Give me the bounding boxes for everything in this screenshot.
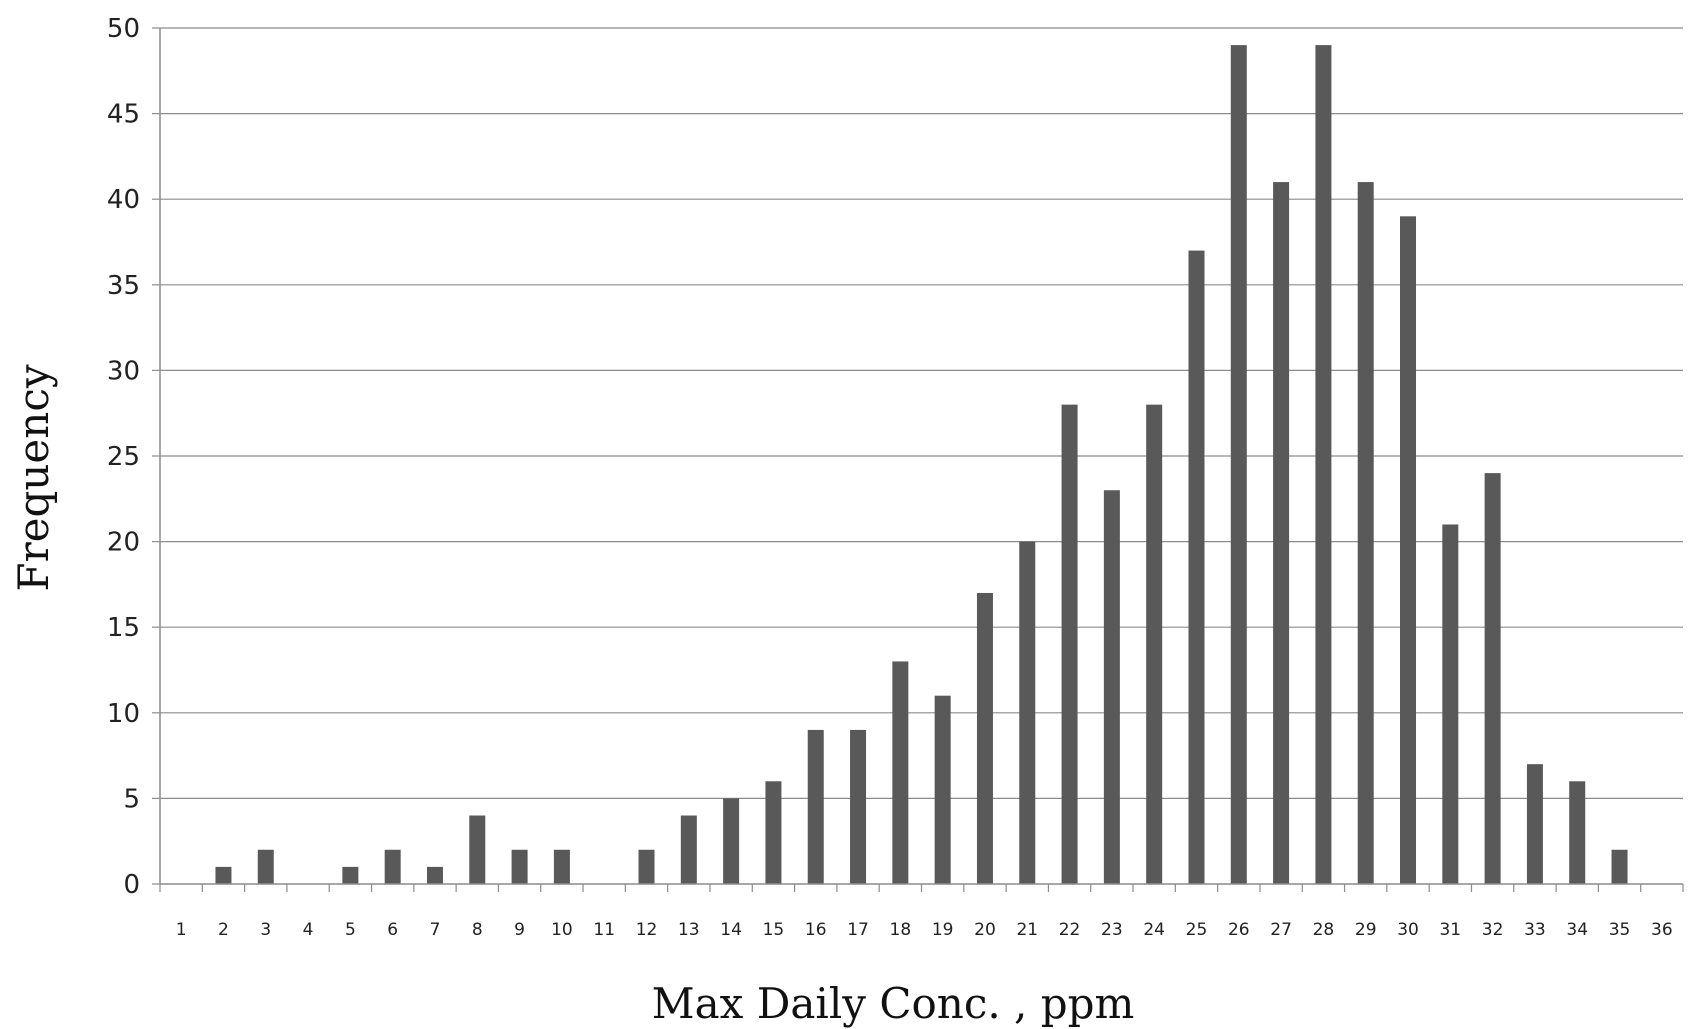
bar-24 bbox=[1146, 404, 1163, 884]
x-tick-label: 24 bbox=[1143, 920, 1165, 940]
bar-30 bbox=[1400, 216, 1417, 884]
y-tick-label: 45 bbox=[107, 100, 140, 130]
x-tick-label: 36 bbox=[1651, 920, 1673, 940]
x-axis-ticks: 1 2 3 4 5 6 7 8 9 10 11 12 13 14 15 16 17 18 19 20 21 22 23 24 2… bbox=[159, 884, 1684, 940]
x-tick-label: 34 bbox=[1566, 920, 1588, 940]
x-tick-label: 29 bbox=[1355, 920, 1377, 940]
bar-3 bbox=[257, 849, 274, 884]
y-axis-ticks: 0 5 10 15 20 25 30 35 40 45 50 bbox=[107, 14, 160, 900]
x-tick-label: 9 bbox=[514, 920, 525, 940]
x-tick-label: 33 bbox=[1524, 920, 1546, 940]
x-tick-label: 32 bbox=[1482, 920, 1504, 940]
x-tick-label: 8 bbox=[472, 920, 483, 940]
x-tick-label: 23 bbox=[1101, 920, 1123, 940]
bar-33 bbox=[1526, 764, 1543, 884]
y-tick-label: 10 bbox=[107, 699, 140, 729]
bar-5 bbox=[342, 866, 359, 884]
bar-27 bbox=[1273, 182, 1290, 884]
bar-7 bbox=[426, 866, 443, 884]
x-tick-label: 20 bbox=[974, 920, 996, 940]
bar-34 bbox=[1569, 781, 1586, 884]
x-tick-label: 30 bbox=[1397, 920, 1419, 940]
bar-13 bbox=[680, 815, 697, 884]
x-tick-label: 14 bbox=[720, 920, 742, 940]
x-tick-label: 4 bbox=[303, 920, 314, 940]
bar-35 bbox=[1611, 849, 1628, 884]
bar-19 bbox=[934, 695, 951, 884]
bar-16 bbox=[807, 729, 824, 884]
bar-10 bbox=[553, 849, 570, 884]
x-tick-label: 6 bbox=[387, 920, 398, 940]
bar-29 bbox=[1357, 182, 1374, 884]
bar-28 bbox=[1315, 45, 1332, 885]
x-tick-label: 19 bbox=[932, 920, 954, 940]
y-tick-label: 30 bbox=[107, 356, 140, 386]
bar-9 bbox=[511, 849, 528, 884]
y-tick-label: 40 bbox=[107, 185, 140, 215]
bar-32 bbox=[1484, 473, 1501, 884]
x-tick-label: 31 bbox=[1439, 920, 1461, 940]
bar-18 bbox=[892, 661, 909, 884]
y-tick-label: 25 bbox=[107, 442, 140, 472]
bar-20 bbox=[976, 592, 993, 884]
x-tick-label: 25 bbox=[1186, 920, 1208, 940]
x-tick-label: 12 bbox=[636, 920, 658, 940]
x-axis-title: Max Daily Conc. , ppm bbox=[652, 979, 1135, 1028]
y-tick-label: 50 bbox=[107, 14, 140, 44]
x-tick-label: 15 bbox=[763, 920, 785, 940]
x-tick-label: 35 bbox=[1609, 920, 1631, 940]
y-axis-title: Frequency bbox=[9, 364, 58, 591]
bars bbox=[215, 45, 1628, 885]
x-tick-label: 26 bbox=[1228, 920, 1250, 940]
bar-31 bbox=[1442, 524, 1459, 884]
x-tick-label: 3 bbox=[260, 920, 271, 940]
y-tick-label: 0 bbox=[123, 870, 140, 900]
x-tick-label: 28 bbox=[1313, 920, 1335, 940]
x-tick-label: 2 bbox=[218, 920, 229, 940]
bar-25 bbox=[1188, 250, 1205, 884]
bar-17 bbox=[850, 729, 867, 884]
x-tick-label: 22 bbox=[1059, 920, 1081, 940]
x-tick-label: 17 bbox=[847, 920, 869, 940]
y-tick-label: 5 bbox=[123, 784, 140, 814]
bar-8 bbox=[469, 815, 486, 884]
x-tick-label: 13 bbox=[678, 920, 700, 940]
y-tick-label: 20 bbox=[107, 528, 140, 558]
bar-21 bbox=[1019, 541, 1036, 884]
x-tick-label: 5 bbox=[345, 920, 356, 940]
x-tick-label: 21 bbox=[1016, 920, 1038, 940]
bar-2 bbox=[215, 866, 232, 884]
x-tick-label: 10 bbox=[551, 920, 573, 940]
y-tick-label: 35 bbox=[107, 271, 140, 301]
x-tick-label: 1 bbox=[176, 920, 187, 940]
x-tick-label: 7 bbox=[430, 920, 441, 940]
bar-26 bbox=[1230, 45, 1247, 885]
x-tick-label: 16 bbox=[805, 920, 827, 940]
bar-23 bbox=[1103, 490, 1120, 884]
bar-14 bbox=[723, 798, 740, 884]
bar-12 bbox=[638, 849, 655, 884]
x-tick-label: 18 bbox=[890, 920, 912, 940]
x-tick-label: 11 bbox=[593, 920, 615, 940]
grid-lines bbox=[160, 27, 1683, 800]
bar-22 bbox=[1061, 404, 1078, 884]
bar-6 bbox=[384, 849, 401, 884]
x-tick-label: 27 bbox=[1270, 920, 1292, 940]
bar-15 bbox=[765, 781, 782, 884]
y-tick-label: 15 bbox=[107, 613, 140, 643]
